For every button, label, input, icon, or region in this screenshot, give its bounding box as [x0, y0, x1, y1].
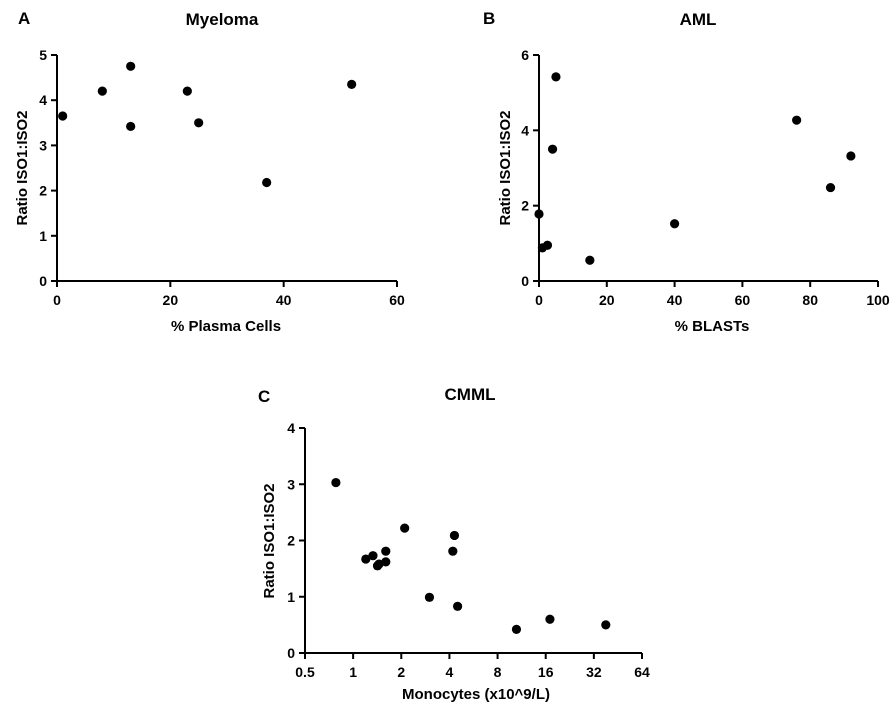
panel-letter-c: C: [258, 387, 270, 406]
x-tick-label: 60: [389, 292, 405, 308]
axes-a: 0 1 2 3 4 5 0 20 40 60: [39, 47, 405, 308]
x-axis-label-a: % Plasma Cells: [171, 318, 281, 335]
axes-c: 0 1 2 3 4 0.5 1 2 4 8 16 32 64: [287, 420, 650, 680]
x-tick-label: 40: [667, 292, 683, 308]
y-tick-label: 4: [287, 420, 295, 436]
y-tick-label: 0: [521, 273, 529, 289]
y-tick-label: 3: [39, 137, 47, 153]
data-point: [194, 118, 204, 128]
x-tick-label: 16: [538, 664, 554, 680]
x-tick-label: 20: [163, 292, 179, 308]
x-tick-label: 0: [535, 292, 543, 308]
data-point: [347, 79, 357, 89]
panel-letter-a: A: [18, 9, 30, 28]
y-axis-label-b: Ratio ISO1:ISO2: [497, 110, 514, 225]
x-tick-label: 4: [446, 664, 454, 680]
y-tick-label: 5: [39, 47, 47, 63]
data-point: [547, 144, 558, 154]
data-point: [792, 115, 802, 125]
data-point: [601, 620, 611, 630]
data-point: [182, 86, 192, 96]
data-point: [825, 182, 836, 193]
x-tick-label: 8: [494, 664, 502, 680]
y-tick-label: 1: [287, 589, 295, 605]
x-tick-label: 0: [53, 292, 61, 308]
x-tick-label: 1: [349, 664, 357, 680]
data-point: [551, 72, 561, 82]
data-point: [58, 111, 68, 121]
data-point: [545, 614, 555, 624]
y-axis-label-c: Ratio ISO1:ISO2: [261, 483, 278, 598]
panel-a-myeloma: A Myeloma 0 1 2 3 4 5 0 20 40 60 % Plasma Cells R…: [14, 9, 405, 335]
data-point: [262, 177, 272, 188]
data-point: [331, 477, 341, 488]
data-point: [400, 523, 410, 533]
data-point: [97, 86, 107, 96]
x-tick-label: 20: [599, 292, 615, 308]
panel-c-cmml: C CMML 0 1 2 3 4 0.5 1 2 4 8 16 32 64 Monocytes (x10…: [258, 385, 650, 703]
data-point: [368, 551, 378, 561]
data-point: [670, 219, 680, 229]
y-tick-label: 4: [521, 122, 529, 138]
x-tick-label: 60: [735, 292, 751, 308]
data-point: [126, 121, 136, 132]
y-tick-label: 2: [521, 198, 529, 214]
data-point: [449, 530, 460, 541]
y-tick-label: 1: [39, 228, 47, 244]
data-point: [542, 240, 553, 250]
data-point: [585, 255, 595, 265]
x-axis-label-b: % BLASTs: [675, 318, 750, 335]
data-point: [511, 624, 522, 634]
data-point: [381, 557, 391, 567]
data-point: [381, 546, 391, 556]
x-tick-label: 64: [634, 664, 650, 680]
y-tick-label: 2: [39, 183, 47, 199]
data-point: [361, 554, 371, 564]
y-tick-label: 4: [39, 92, 47, 108]
panel-letter-b: B: [483, 9, 495, 28]
data-point: [453, 601, 463, 611]
y-tick-label: 0: [287, 645, 295, 661]
y-tick-label: 2: [287, 533, 295, 549]
x-tick-label: 0.5: [295, 664, 315, 680]
y-tick-label: 0: [39, 273, 47, 289]
x-tick-label: 40: [276, 292, 292, 308]
y-tick-label: 6: [521, 47, 529, 63]
x-tick-label: 100: [866, 292, 890, 308]
x-tick-label: 32: [586, 664, 602, 680]
data-point: [448, 546, 458, 556]
y-tick-label: 3: [287, 476, 295, 492]
x-tick-label: 80: [802, 292, 818, 308]
data-point: [534, 209, 544, 219]
data-point: [846, 151, 856, 161]
x-tick-label: 2: [397, 664, 405, 680]
data-point: [126, 61, 136, 71]
chart-title-myeloma: Myeloma: [186, 10, 259, 29]
chart-title-cmml: CMML: [445, 385, 496, 404]
data-point: [424, 592, 435, 602]
y-axis-label-a: Ratio ISO1:ISO2: [14, 110, 31, 225]
chart-title-aml: AML: [680, 10, 717, 29]
x-axis-label-c: Monocytes (x10^9/L): [402, 686, 550, 703]
